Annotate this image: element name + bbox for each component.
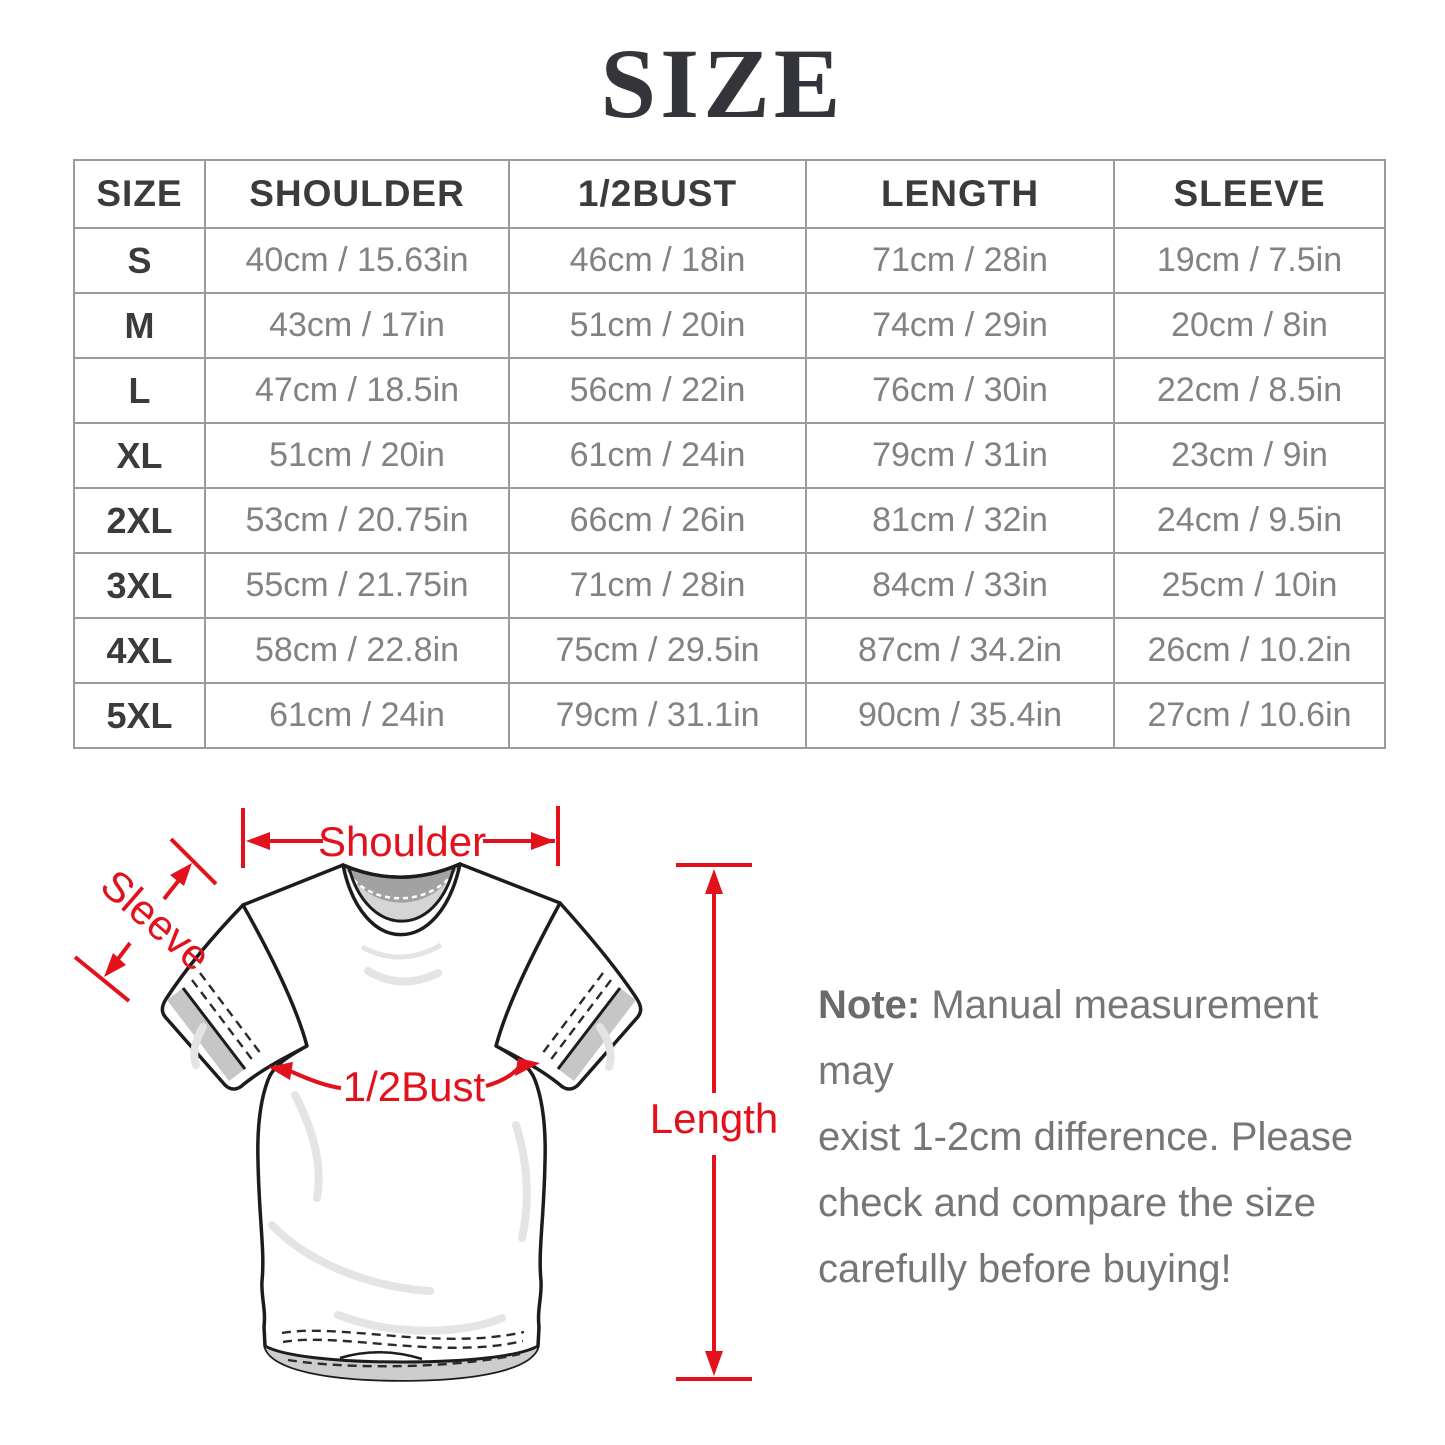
table-row: L 47cm / 18.5in 56cm / 22in 76cm / 30in … xyxy=(73,357,1386,424)
note-text: Note: Manual measurement may exist 1-2cm… xyxy=(818,972,1398,1302)
size-label: M xyxy=(73,292,206,359)
page-title: SIZE xyxy=(600,28,845,139)
table-row: 3XL 55cm / 21.75in 71cm / 28in 84cm / 33… xyxy=(73,552,1386,619)
length-value: 76cm / 30in xyxy=(805,357,1115,424)
note-line-2: exist 1-2cm difference. Please xyxy=(818,1115,1354,1159)
halfbust-value: 51cm / 20in xyxy=(508,292,807,359)
sleeve-value: 25cm / 10in xyxy=(1113,552,1386,619)
table-row: S 40cm / 15.63in 46cm / 18in 71cm / 28in… xyxy=(73,227,1386,294)
sleeve-value: 23cm / 9in xyxy=(1113,422,1386,489)
half-bust-arrow: 1/2Bust xyxy=(268,1058,540,1110)
size-label: S xyxy=(73,227,206,294)
header-sleeve: SLEEVE xyxy=(1113,159,1386,229)
size-table: SIZE SHOULDER 1/2BUST LENGTH SLEEVE S 40… xyxy=(73,159,1386,749)
halfbust-value: 46cm / 18in xyxy=(508,227,807,294)
shoulder-value: 51cm / 20in xyxy=(204,422,510,489)
length-value: 74cm / 29in xyxy=(805,292,1115,359)
length-value: 81cm / 32in xyxy=(805,487,1115,554)
sleeve-value: 24cm / 9.5in xyxy=(1113,487,1386,554)
sleeve-value: 27cm / 10.6in xyxy=(1113,682,1386,749)
table-header-row: SIZE SHOULDER 1/2BUST LENGTH SLEEVE xyxy=(73,159,1386,229)
size-label: 5XL xyxy=(73,682,206,749)
header-shoulder: SHOULDER xyxy=(204,159,510,229)
half-bust-label: 1/2Bust xyxy=(343,1063,486,1110)
halfbust-value: 66cm / 26in xyxy=(508,487,807,554)
length-value: 71cm / 28in xyxy=(805,227,1115,294)
table-row: M 43cm / 17in 51cm / 20in 74cm / 29in 20… xyxy=(73,292,1386,359)
length-value: 87cm / 34.2in xyxy=(805,617,1115,684)
note-line-4: carefully before buying! xyxy=(818,1247,1232,1291)
sleeve-value: 22cm / 8.5in xyxy=(1113,357,1386,424)
table-row: 4XL 58cm / 22.8in 75cm / 29.5in 87cm / 3… xyxy=(73,617,1386,684)
halfbust-value: 79cm / 31.1in xyxy=(508,682,807,749)
shoulder-value: 58cm / 22.8in xyxy=(204,617,510,684)
length-arrow: Length xyxy=(650,863,778,1381)
halfbust-value: 71cm / 28in xyxy=(508,552,807,619)
header-length: LENGTH xyxy=(805,159,1115,229)
note-label: Note: xyxy=(818,983,921,1027)
size-label: 4XL xyxy=(73,617,206,684)
length-value: 90cm / 35.4in xyxy=(805,682,1115,749)
table-row: 2XL 53cm / 20.75in 66cm / 26in 81cm / 32… xyxy=(73,487,1386,554)
shoulder-arrow: Shoulder xyxy=(241,806,560,868)
note-line-1: Manual measurement may xyxy=(818,983,1319,1093)
size-label: 3XL xyxy=(73,552,206,619)
size-label: L xyxy=(73,357,206,424)
sleeve-value: 20cm / 8in xyxy=(1113,292,1386,359)
tshirt-illustration xyxy=(160,862,643,1382)
shoulder-value: 43cm / 17in xyxy=(204,292,510,359)
note-line-3: check and compare the size xyxy=(818,1181,1317,1225)
shoulder-value: 53cm / 20.75in xyxy=(204,487,510,554)
tshirt-measurement-diagram: Shoulder Sleeve 1/2Bust Length xyxy=(73,806,778,1382)
shoulder-value: 55cm / 21.75in xyxy=(204,552,510,619)
header-halfbust: 1/2BUST xyxy=(508,159,807,229)
length-label: Length xyxy=(650,1095,778,1142)
shoulder-value: 47cm / 18.5in xyxy=(204,357,510,424)
halfbust-value: 61cm / 24in xyxy=(508,422,807,489)
sleeve-value: 19cm / 7.5in xyxy=(1113,227,1386,294)
halfbust-value: 75cm / 29.5in xyxy=(508,617,807,684)
note-line: Note: Manual measurement may xyxy=(818,972,1398,1104)
halfbust-value: 56cm / 22in xyxy=(508,357,807,424)
table-row: XL 51cm / 20in 61cm / 24in 79cm / 31in 2… xyxy=(73,422,1386,489)
header-size: SIZE xyxy=(73,159,206,229)
length-value: 79cm / 31in xyxy=(805,422,1115,489)
size-label: 2XL xyxy=(73,487,206,554)
sleeve-value: 26cm / 10.2in xyxy=(1113,617,1386,684)
shoulder-value: 40cm / 15.63in xyxy=(204,227,510,294)
size-label: XL xyxy=(73,422,206,489)
table-row: 5XL 61cm / 24in 79cm / 31.1in 90cm / 35.… xyxy=(73,682,1386,749)
shoulder-value: 61cm / 24in xyxy=(204,682,510,749)
shoulder-label: Shoulder xyxy=(318,818,486,865)
length-value: 84cm / 33in xyxy=(805,552,1115,619)
